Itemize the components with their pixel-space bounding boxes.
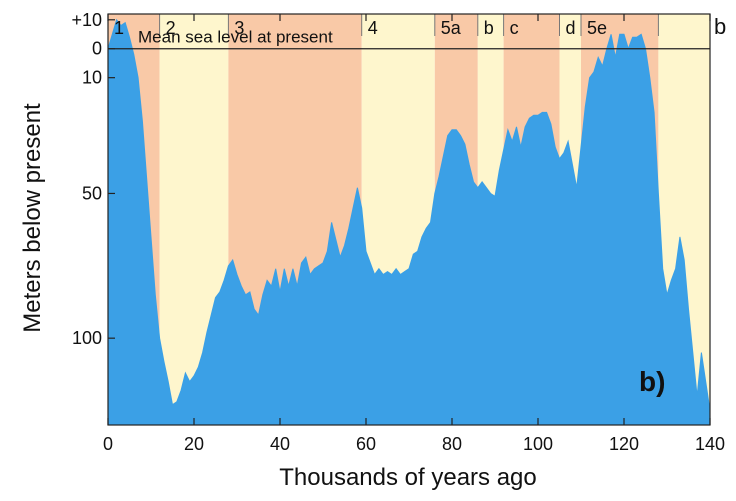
- x-tick-label: 40: [270, 434, 290, 454]
- plot-frame: [107, 13, 711, 426]
- corner-label: b: [714, 14, 726, 39]
- stage-label-1: 1: [114, 18, 124, 38]
- reference-line-layer: Mean sea level at present: [108, 28, 710, 50]
- x-tick-label: 100: [523, 434, 553, 454]
- y-tick-label: +10: [71, 10, 102, 30]
- stage-labels: 1 2 3 4 5a b c d 5e: [114, 18, 607, 38]
- x-tick-label: 60: [356, 434, 376, 454]
- y-tick-label: 10: [82, 68, 102, 88]
- stage-label-5e: 5e: [587, 18, 607, 38]
- sea-level-area: [107, 18, 711, 426]
- x-tick-label: 120: [609, 434, 639, 454]
- sea-level-area-layer: [107, 18, 711, 426]
- x-tick-label: 80: [442, 434, 462, 454]
- stage-label-2: 2: [166, 18, 176, 38]
- x-tick-label: 0: [103, 434, 113, 454]
- stage-label-c: c: [510, 18, 519, 38]
- stage-label-d: d: [566, 18, 576, 38]
- x-axis-label: Thousands of years ago: [279, 464, 537, 491]
- y-axis-label: Meters below present: [19, 103, 46, 333]
- panel-label: b): [639, 366, 665, 397]
- axes: 0 20 40 60 80 100 120 140 +10 0 10 50 100: [71, 10, 725, 454]
- y-tick-label: 50: [82, 183, 102, 203]
- x-tick-label: 140: [695, 434, 725, 454]
- stage-label-b: b: [484, 18, 494, 38]
- x-tick-label: 20: [184, 434, 204, 454]
- y-tick-label: 0: [92, 39, 102, 59]
- stage-label-4: 4: [368, 18, 378, 38]
- y-tick-label: 100: [72, 328, 102, 348]
- stage-label-3: 3: [234, 18, 244, 38]
- stage-label-5a: 5a: [441, 18, 462, 38]
- reference-line-label: Mean sea level at present: [138, 28, 333, 47]
